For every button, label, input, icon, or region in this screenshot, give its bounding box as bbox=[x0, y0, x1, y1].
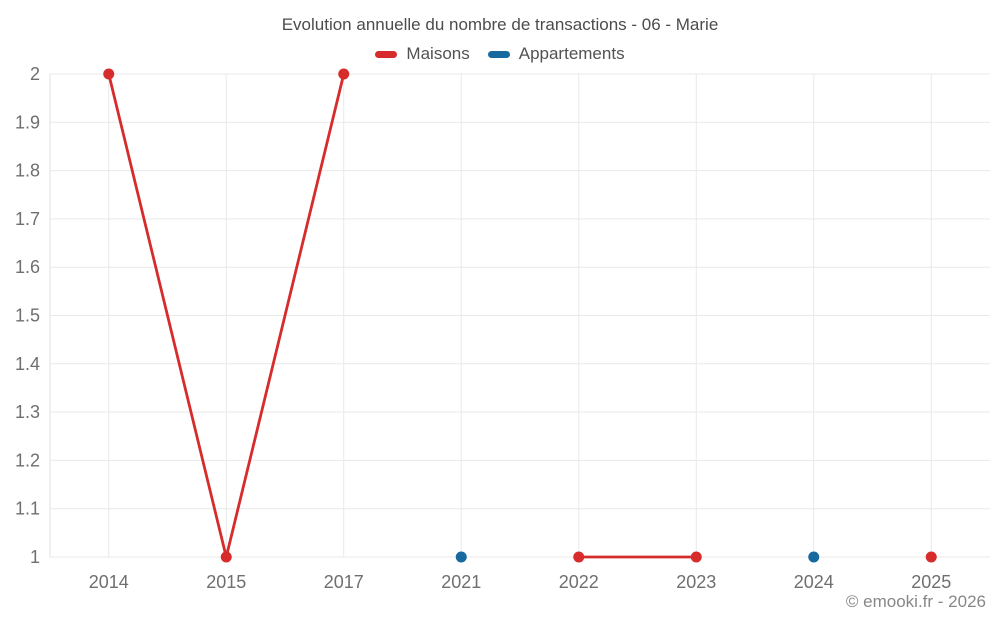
y-tick-label: 2 bbox=[30, 64, 40, 84]
y-tick-label: 1.6 bbox=[15, 257, 40, 277]
data-point-maisons[interactable] bbox=[103, 68, 115, 80]
data-point-maisons[interactable] bbox=[338, 68, 350, 80]
data-point-appartements[interactable] bbox=[808, 551, 820, 563]
y-tick-label: 1.9 bbox=[15, 112, 40, 132]
y-tick-label: 1.2 bbox=[15, 450, 40, 470]
x-tick-label: 2015 bbox=[206, 572, 246, 592]
maisons-swatch-icon bbox=[375, 50, 398, 58]
x-tick-label: 2021 bbox=[441, 572, 481, 592]
x-tick-label: 2014 bbox=[89, 572, 129, 592]
data-point-maisons[interactable] bbox=[925, 551, 937, 563]
y-tick-label: 1.7 bbox=[15, 209, 40, 229]
x-tick-label: 2017 bbox=[324, 572, 364, 592]
x-tick-label: 2024 bbox=[794, 572, 834, 592]
legend-item-appartements[interactable]: Appartements bbox=[487, 44, 625, 64]
data-point-maisons[interactable] bbox=[220, 551, 232, 563]
legend-label-maisons: Maisons bbox=[406, 44, 470, 63]
legend: Maisons Appartements bbox=[0, 44, 1000, 64]
y-tick-label: 1.4 bbox=[15, 354, 40, 374]
x-tick-label: 2023 bbox=[676, 572, 716, 592]
copyright-text: © emooki.fr - 2026 bbox=[845, 592, 986, 611]
data-point-appartements[interactable] bbox=[455, 551, 467, 563]
chart-title: Evolution annuelle du nombre de transact… bbox=[281, 15, 719, 34]
y-tick-label: 1 bbox=[30, 547, 40, 567]
y-tick-label: 1.1 bbox=[15, 499, 40, 519]
data-point-maisons[interactable] bbox=[573, 551, 585, 563]
y-tick-label: 1.3 bbox=[15, 402, 40, 422]
appartements-swatch-icon bbox=[487, 50, 510, 58]
x-tick-label: 2022 bbox=[559, 572, 599, 592]
x-tick-label: 2025 bbox=[911, 572, 951, 592]
data-point-maisons[interactable] bbox=[690, 551, 702, 563]
legend-label-appartements: Appartements bbox=[518, 44, 625, 63]
legend-item-maisons[interactable]: Maisons bbox=[375, 44, 470, 64]
y-tick-label: 1.8 bbox=[15, 161, 40, 181]
y-tick-label: 1.5 bbox=[15, 306, 40, 326]
